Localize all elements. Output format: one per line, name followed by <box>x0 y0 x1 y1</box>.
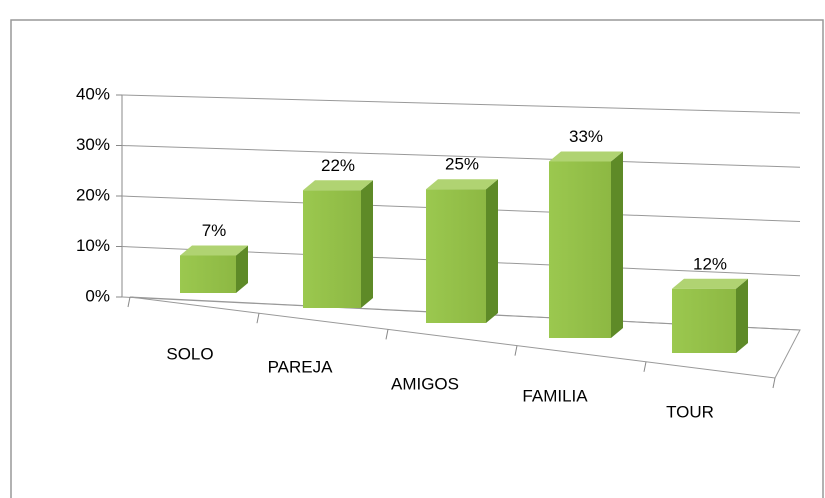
x-tick-label: PAREJA <box>268 357 334 376</box>
value-label: 33% <box>569 127 603 146</box>
value-label: 7% <box>202 221 227 240</box>
bar-top <box>303 180 373 191</box>
x-tick <box>127 296 131 308</box>
value-label: 25% <box>445 155 479 174</box>
x-tick <box>385 329 389 340</box>
bar <box>180 245 248 293</box>
bar-front <box>549 161 611 338</box>
value-label: 22% <box>321 156 355 175</box>
x-tick-label: AMIGOS <box>391 374 459 393</box>
bar <box>303 180 373 308</box>
bar-side <box>736 278 748 353</box>
bar-front <box>672 288 736 353</box>
bar-side <box>486 179 498 323</box>
bar <box>672 278 748 353</box>
bar-side <box>361 180 373 308</box>
bar <box>549 151 623 338</box>
x-tick <box>256 313 260 324</box>
bar <box>426 179 498 323</box>
y-tick-label: 10% <box>76 236 110 255</box>
value-label: 12% <box>693 254 727 273</box>
y-tick-label: 20% <box>76 185 110 204</box>
bar-top <box>180 245 248 256</box>
bar-front <box>303 190 361 308</box>
bar-side <box>611 151 623 338</box>
grid-line <box>121 145 801 168</box>
x-tick-label: SOLO <box>166 344 213 363</box>
x-tick <box>514 345 518 356</box>
bar-top <box>549 151 623 162</box>
y-tick-label: 40% <box>76 84 110 103</box>
x-tick <box>772 377 776 389</box>
y-tick-label: 0% <box>85 286 110 305</box>
bar-top <box>672 278 748 289</box>
bar-front <box>180 255 236 293</box>
bar-front <box>426 189 486 323</box>
x-tick-label: TOUR <box>666 402 714 421</box>
frame <box>10 19 824 498</box>
bar-top <box>426 179 498 190</box>
x-tick-label: FAMILIA <box>522 386 588 405</box>
bar-side <box>236 245 248 293</box>
grid-line <box>121 94 801 114</box>
x-tick <box>643 361 647 372</box>
y-tick-label: 30% <box>76 135 110 154</box>
